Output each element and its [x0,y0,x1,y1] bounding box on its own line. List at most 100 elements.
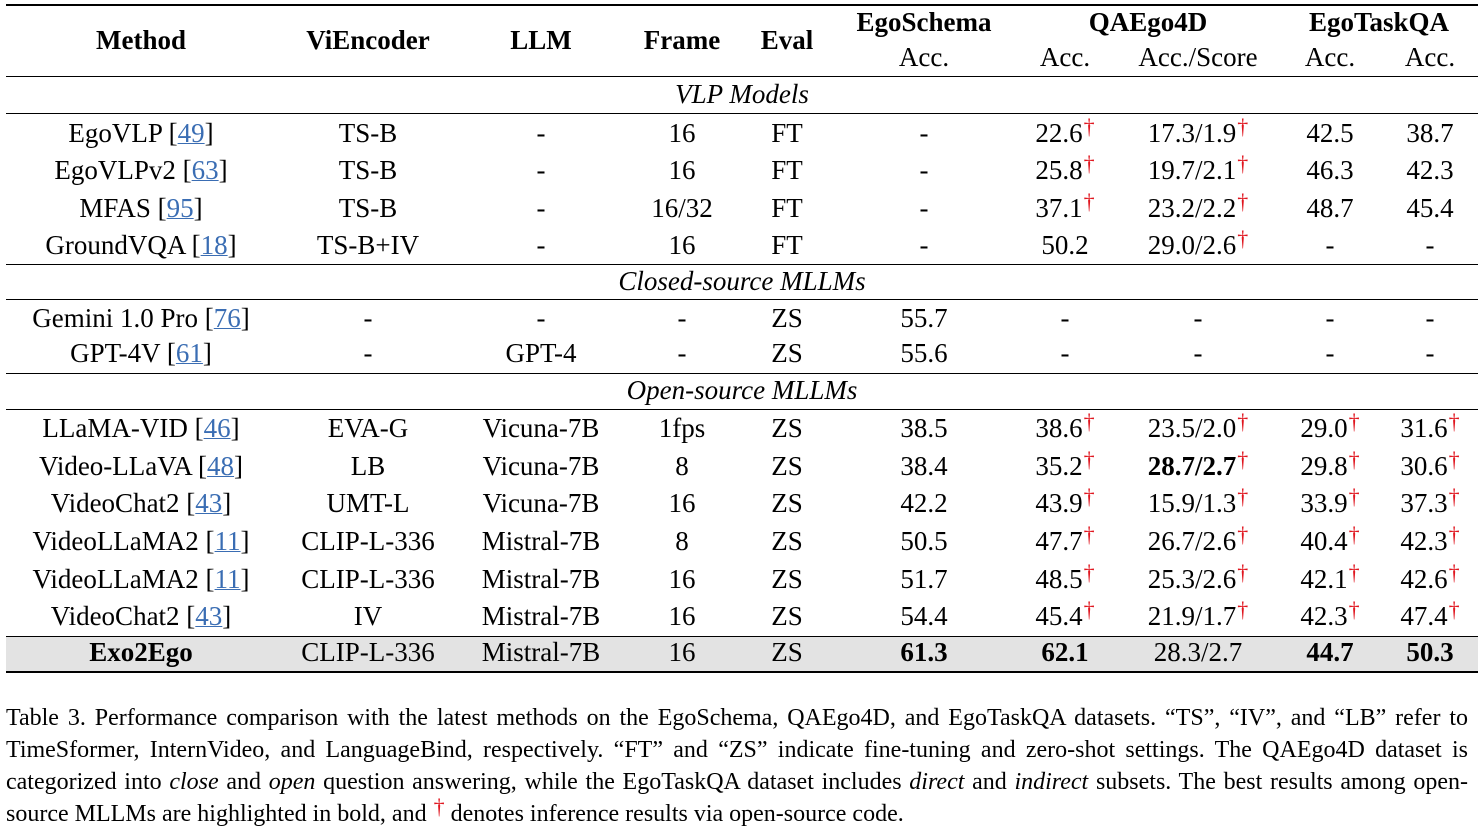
cell-text: 48.5 [1035,564,1083,594]
caption-open: open [268,769,316,795]
cell-text: - [1325,303,1335,333]
cell-eval: FT [771,193,803,223]
dagger-mark: † [1083,597,1095,622]
cell-text: 50.3 [1406,637,1454,667]
cell-frame: - [678,338,687,368]
cell-text: TS-B [338,193,398,223]
cell-qa-score: - [1194,303,1203,333]
dagger-mark: † [1237,447,1249,472]
citation-link[interactable]: 48 [207,451,235,481]
cell-name: EgoVLP [49] [68,118,214,148]
cell-et-d: - [1326,338,1335,368]
cell-text: Gemini 1.0 Pro [32,303,198,333]
cell-llm: Mistral-7B [482,564,601,594]
cell-text: 38.4 [900,451,948,481]
cell-et-i: 42.3 [1406,155,1453,185]
dagger-mark: † [1083,447,1095,472]
cell-text: 28.3/2.7 [1153,637,1243,667]
cell-text: 30.6 [1400,451,1448,481]
cell-text: - [536,230,546,260]
cell-text: 31.6 [1400,413,1448,443]
cell-text: 44.7 [1306,637,1354,667]
caption-direct: direct [909,769,965,795]
cell-text: 54.4 [900,601,948,631]
cell-text: 17.3/1.9 [1147,118,1237,148]
citation-link[interactable]: 46 [203,413,231,443]
divider-rule-1 [6,264,1478,265]
cell-eval: ZS [771,637,803,667]
cell-eval: ZS [771,451,803,481]
cell-es: - [920,118,929,148]
cell-text: - [536,303,546,333]
cell-qa-acc: 38.6† [1035,409,1094,445]
citation-link[interactable]: 76 [213,303,241,333]
cell-enc: IV [354,601,383,631]
cell-text: 29.0/2.6 [1147,230,1237,260]
citation-link[interactable]: 95 [166,193,194,223]
cell-llm: GPT-4 [505,338,576,368]
cell-text: Mistral-7B [481,601,601,631]
cell-enc: - [364,338,373,368]
cell-es: 50.5 [900,526,947,556]
cell-enc: UMT-L [326,488,409,518]
cell-text: - [1060,338,1070,368]
citation-link[interactable]: 43 [195,601,223,631]
cell-text: UMT-L [326,488,410,518]
cell-text: 29.8 [1300,451,1348,481]
cell-qa-acc: 48.5† [1035,560,1094,596]
cell-text: 16 [668,564,696,594]
cell-text: 1fps [658,413,706,443]
citation-link[interactable]: 11 [214,564,241,594]
cell-et-i: 45.4 [1406,193,1453,223]
cell-eval: ZS [771,413,803,443]
cell-es: 38.5 [900,413,947,443]
header-egoschema: EgoSchema [856,7,992,37]
cell-enc: - [364,303,373,333]
cell-es: 51.7 [900,564,947,594]
cell-text: - [677,338,687,368]
divider-rule-3 [6,636,1478,637]
cell-et-i: - [1426,230,1435,260]
cell-et-i: 30.6† [1400,447,1459,483]
section-rule-vlp [6,113,1478,114]
citation-link[interactable]: 61 [175,338,203,368]
cell-es: 61.3 [900,637,947,667]
cell-text: 42.1 [1300,564,1348,594]
section-label-closed: Closed-source MLLMs [618,266,866,296]
cell-text: - [1325,230,1335,260]
cell-text: 23.2/2.2 [1147,193,1237,223]
citation-link[interactable]: 43 [195,488,223,518]
cell-eval: ZS [771,601,803,631]
cell-eval: ZS [771,338,803,368]
cell-text: 55.6 [900,338,948,368]
subheader-qaego4d-acc: Acc. [1039,42,1091,72]
cell-text: 42.3 [1400,526,1448,556]
cell-name: Exo2Ego [89,637,193,667]
cell-qa-score: 26.7/2.6† [1148,522,1249,558]
cell-qa-score: - [1194,338,1203,368]
dagger-mark: † [1348,409,1360,434]
cell-eval: ZS [771,526,803,556]
dagger-mark: † [1237,597,1249,622]
dagger-mark: † [1237,409,1249,434]
cell-et-d: - [1326,230,1335,260]
cell-qa-score: 29.0/2.6† [1147,226,1249,262]
cell-et-i: - [1426,303,1435,333]
cell-frame: 1fps [659,413,706,443]
citation-link[interactable]: 18 [200,230,228,260]
cell-llm: - [537,118,546,148]
cell-qa-acc: 50.2 [1041,230,1088,260]
cell-et-d: 46.3 [1306,155,1353,185]
citation-link[interactable]: 49 [177,118,205,148]
dagger-mark: † [1348,522,1360,547]
dagger-mark: † [1237,151,1249,176]
cell-text: 25.3/2.6 [1147,564,1237,594]
cell-text: 16 [668,155,696,185]
cell-et-d: 33.9† [1300,484,1359,520]
cell-text: CLIP-L-336 [301,526,435,556]
dagger-mark: † [1083,189,1095,214]
citation-link[interactable]: 11 [214,526,241,556]
cell-et-i: 42.6† [1400,560,1459,596]
dagger-mark: † [1083,560,1095,585]
citation-link[interactable]: 63 [191,155,219,185]
